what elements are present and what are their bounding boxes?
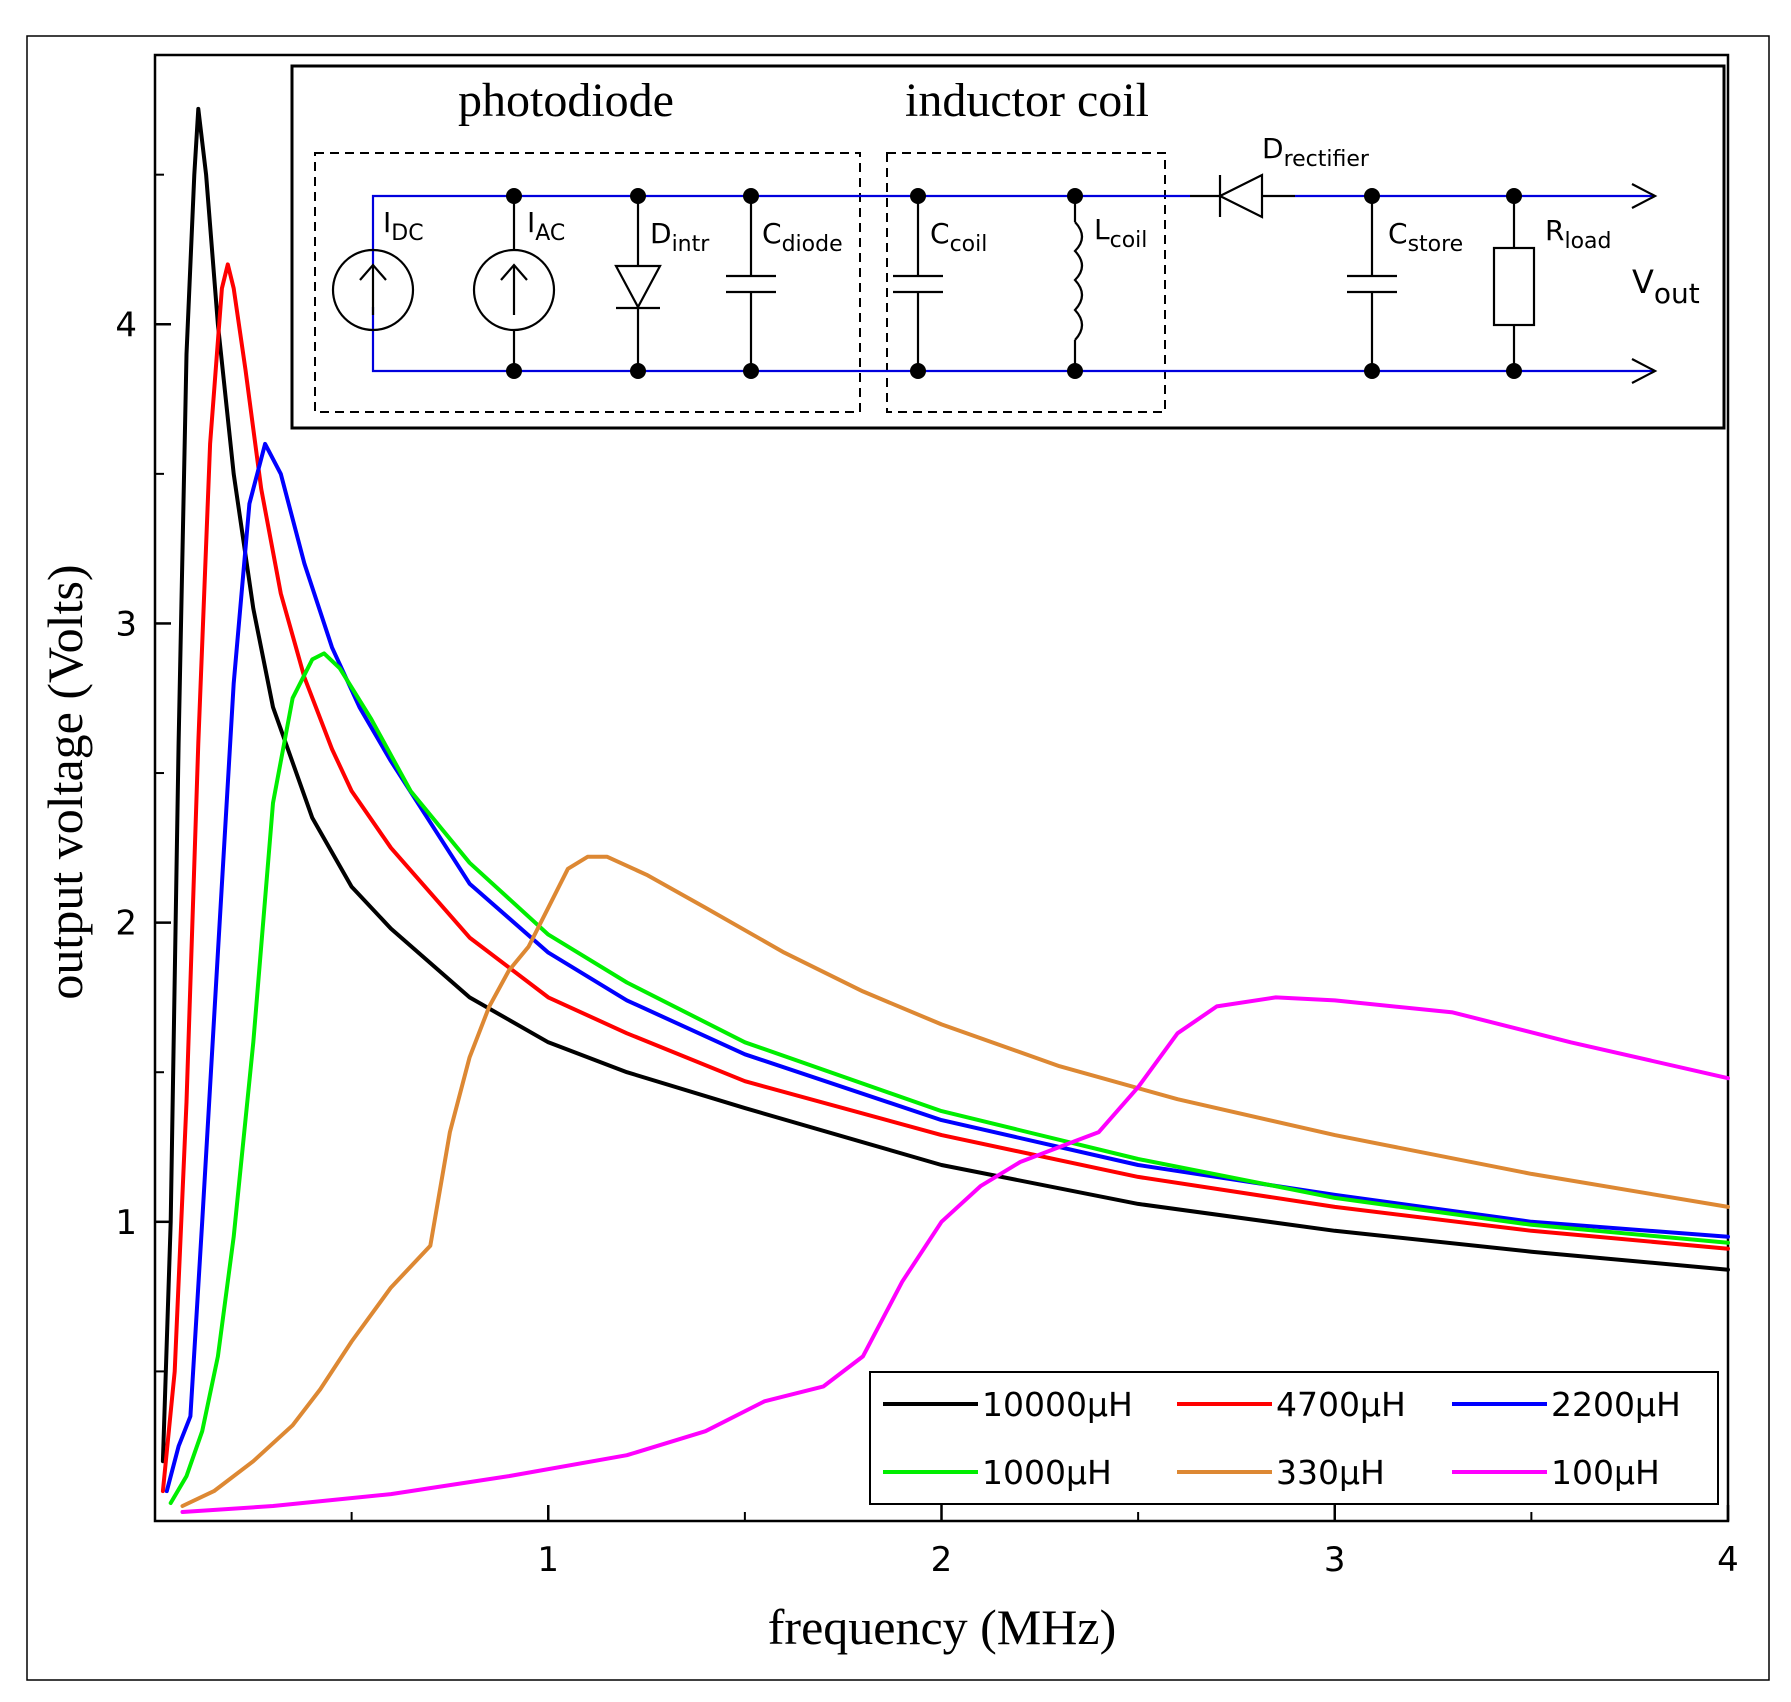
x-axis-title: frequency (MHz) — [768, 1599, 1116, 1655]
cdiode-label: Cdiode — [762, 217, 843, 257]
y-axis-title: output voltage (Volts) — [37, 564, 93, 999]
x-tick-label: 2 — [931, 1540, 953, 1580]
idc-arrowhead — [359, 263, 387, 281]
junction-dot — [506, 188, 522, 204]
y-tick-label: 4 — [115, 305, 137, 345]
lcoil-symbol — [1073, 221, 1084, 341]
y-axis-ticks: 1 2 3 4 — [115, 173, 171, 1373]
inductor-coil-title: inductor coil — [905, 74, 1149, 127]
legend-label: 2200µH — [1551, 1385, 1681, 1424]
y-tick-label: 3 — [115, 604, 137, 644]
series-lines — [160, 106, 1730, 1514]
series-line-5 — [180, 995, 1730, 1514]
legend-items: 10000µH 4700µH 2200µH 1000µH 330µH 100µH — [883, 1385, 1681, 1492]
legend-label: 4700µH — [1276, 1385, 1406, 1424]
ccoil-label: Ccoil — [930, 217, 987, 257]
rload-label: Rload — [1545, 214, 1612, 254]
bottom-rail — [371, 307, 1655, 373]
photodiode-box — [314, 152, 861, 413]
dintr-symbol — [614, 264, 662, 310]
idc-label: IDC — [383, 206, 424, 246]
junction-dot — [506, 363, 522, 379]
junction-dot — [1506, 363, 1522, 379]
iac-source — [472, 248, 556, 332]
junction-dot — [630, 363, 646, 379]
junction-dot — [910, 188, 926, 204]
junction-dot — [1364, 188, 1380, 204]
drect-symbol — [1217, 173, 1264, 219]
y-tick-label: 2 — [115, 904, 137, 944]
y-tick-label: 1 — [115, 1203, 137, 1243]
inductor-coil-box — [886, 152, 1166, 413]
junction-dot — [743, 363, 759, 379]
legend-label: 330µH — [1276, 1453, 1385, 1492]
x-tick-label: 1 — [537, 1540, 559, 1580]
dintr-label: Dintr — [650, 217, 710, 257]
legend-frame — [869, 1371, 1719, 1505]
x-tick-label: 4 — [1717, 1540, 1739, 1580]
legend-label: 10000µH — [982, 1385, 1133, 1424]
idc-source — [331, 248, 415, 332]
iac-label: IAC — [527, 206, 565, 246]
iac-arrowhead — [500, 263, 528, 281]
junction-dot — [910, 363, 926, 379]
junction-dot — [630, 188, 646, 204]
legend: 10000µH 4700µH 2200µH 1000µH 330µH 100µH — [869, 1371, 1719, 1505]
series-line-3 — [168, 651, 1730, 1505]
x-axis-ticks: 1 2 3 4 — [350, 1505, 1739, 1580]
inset-frame — [290, 64, 1726, 430]
series-line-0 — [160, 106, 1730, 1464]
junction-dot — [1067, 188, 1083, 204]
series-line-4 — [180, 854, 1730, 1508]
vout-arrow-top — [1631, 183, 1658, 209]
x-tick-label: 3 — [1324, 1540, 1346, 1580]
drect-label: Drectifier — [1262, 132, 1370, 172]
rload-symbol — [1492, 246, 1536, 327]
vout-arrow-bottom — [1631, 358, 1658, 384]
legend-label: 100µH — [1551, 1453, 1660, 1492]
junction-dot — [1067, 363, 1083, 379]
lcoil-label: Lcoil — [1094, 213, 1147, 253]
legend-label: 1000µH — [982, 1453, 1112, 1492]
junction-dot — [1506, 188, 1522, 204]
junction-dot — [743, 188, 759, 204]
circuit-inset: photodiode inductor coil — [290, 64, 1726, 430]
junction-dot — [1364, 363, 1380, 379]
vout-label: Vout — [1632, 263, 1700, 310]
photodiode-title: photodiode — [458, 74, 674, 127]
cstore-label: Cstore — [1388, 217, 1463, 257]
series-line-1 — [160, 262, 1730, 1494]
junction-dots — [506, 188, 1522, 379]
